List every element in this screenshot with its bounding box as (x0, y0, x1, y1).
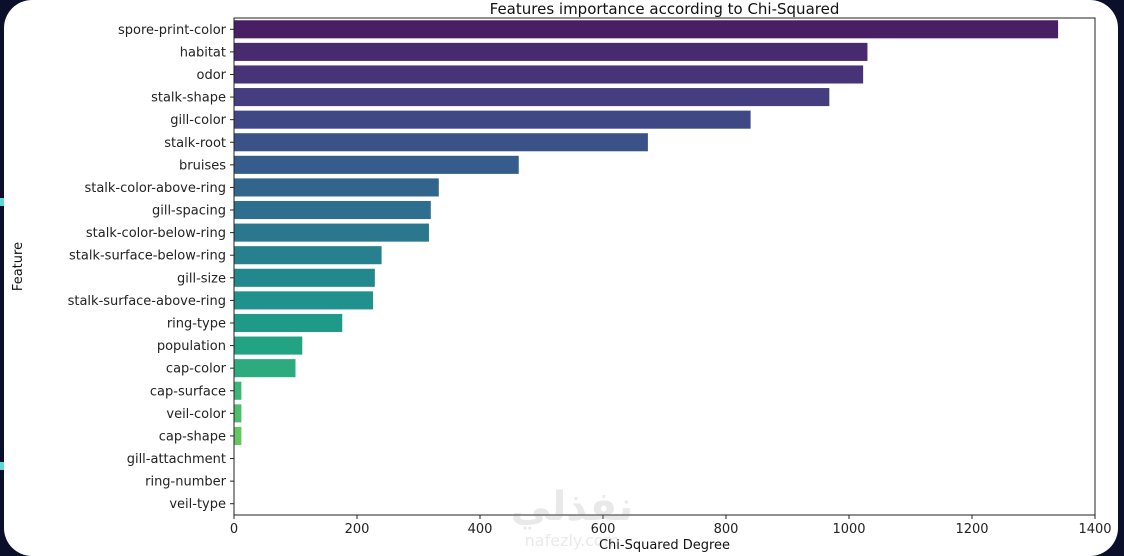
x-tick-label: 800 (714, 522, 739, 537)
x-tick-label: 1000 (832, 522, 865, 537)
bar-veil-color (234, 404, 242, 423)
bar-stalk-surface-above-ring (234, 291, 373, 310)
y-tick-label: cap-shape (159, 429, 226, 444)
y-tick-label: stalk-shape (151, 91, 226, 106)
bar-bruises (234, 155, 519, 174)
chart-title: Features importance according to Chi-Squ… (490, 0, 840, 18)
bars-group (234, 20, 1059, 445)
y-tick-label: odor (196, 68, 226, 83)
y-tick-label: stalk-color-below-ring (86, 226, 226, 241)
y-tick-label: ring-number (145, 475, 227, 490)
axes-frame (233, 17, 1096, 516)
x-tick-label: 1400 (1078, 522, 1111, 537)
bar-stalk-root (234, 133, 648, 152)
y-tick-label: stalk-surface-above-ring (68, 294, 226, 309)
bar-population (234, 336, 303, 355)
bar-gill-size (234, 268, 375, 287)
x-ticks: 0 200 400 600 800 1000 1200 1400 (230, 515, 1112, 537)
x-tick-label: 0 (230, 522, 238, 537)
x-tick-label: 1200 (955, 522, 988, 537)
y-tick-label: bruises (179, 158, 226, 173)
y-tick-label: gill-color (170, 113, 226, 128)
bar-cap-surface (234, 381, 242, 400)
y-tick-label: spore-print-color (118, 23, 227, 38)
y-tick-label: gill-attachment (127, 452, 226, 467)
y-tick-label: stalk-color-above-ring (84, 181, 226, 196)
y-tick-label: cap-color (166, 362, 227, 377)
bar-habitat (234, 42, 868, 61)
bar-gill-color (234, 110, 751, 129)
left-edge-marker (0, 198, 4, 206)
chart-panel: Features importance according to Chi-Squ… (4, 0, 1118, 556)
y-tick-label: habitat (180, 45, 226, 60)
bar-odor (234, 65, 864, 84)
y-tick-label: gill-spacing (152, 204, 226, 219)
x-tick-label: 400 (468, 522, 493, 537)
y-tick-label: stalk-root (164, 136, 226, 151)
y-tick-label: gill-size (177, 271, 226, 286)
y-axis-label: Feature (11, 242, 26, 291)
x-tick-label: 200 (345, 522, 370, 537)
bar-cap-color (234, 359, 296, 378)
bar-gill-spacing (234, 200, 431, 220)
y-tick-label: cap-surface (150, 384, 226, 399)
bar-ring-type (234, 313, 343, 333)
left-edge-marker (0, 462, 4, 470)
bar-stalk-color-above-ring (234, 178, 439, 197)
chart-svg: Features importance according to Chi-Squ… (11, 0, 1112, 553)
x-tick-label: 600 (591, 522, 616, 537)
bar-stalk-shape (234, 88, 830, 107)
x-axis-label: Chi-Squared Degree (599, 538, 730, 553)
bar-cap-shape (234, 426, 242, 445)
y-tick-label: ring-type (167, 316, 226, 331)
y-tick-label: stalk-surface-below-ring (69, 249, 226, 264)
y-tick-labels: spore-print-color habitat odor stalk-shape g… (68, 23, 234, 512)
y-tick-label: population (157, 339, 226, 354)
bar-stalk-surface-below-ring (234, 246, 382, 265)
y-tick-label: veil-color (166, 407, 226, 422)
bar-spore-print-color (234, 20, 1059, 39)
y-tick-label: veil-type (169, 497, 226, 512)
bar-stalk-color-below-ring (234, 223, 429, 242)
